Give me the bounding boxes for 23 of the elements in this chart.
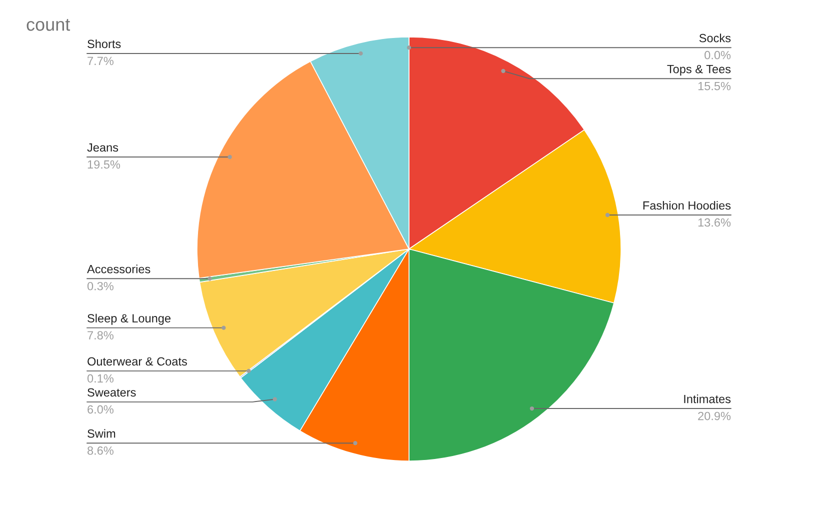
slice-label: Swim <box>88 429 116 438</box>
slice-label: Jeans <box>87 143 118 152</box>
data-label: 13.6% <box>698 218 731 227</box>
data-label: 0.3% <box>87 282 114 290</box>
data-label: 6.0% <box>88 405 114 414</box>
slice-label: Tops & Tees <box>667 64 731 76</box>
slice-label: Outerwear & Coats <box>88 357 187 366</box>
data-label: 20.9% <box>698 412 731 420</box>
data-label: 15.5% <box>698 82 731 90</box>
chart-title: count <box>26 18 70 31</box>
category-label: Socks <box>699 34 731 42</box>
slice-label: Shorts <box>88 39 121 48</box>
data-label: 8.6% <box>88 446 114 455</box>
data-label: 0.1% <box>87 374 114 383</box>
data-label: 7.8% <box>88 331 114 340</box>
slice-label: Accessories <box>87 264 150 274</box>
data-label: 19.5% <box>88 160 120 169</box>
slice-label: Sweaters <box>88 388 136 397</box>
data-label: 7.7% <box>88 56 114 66</box>
slice-label: Fashion Hoodies <box>643 200 731 210</box>
slice-label: Sleep & Lounge <box>88 314 170 325</box>
slice-label: Intimates <box>684 394 731 404</box>
text: 0.0% <box>704 50 731 60</box>
